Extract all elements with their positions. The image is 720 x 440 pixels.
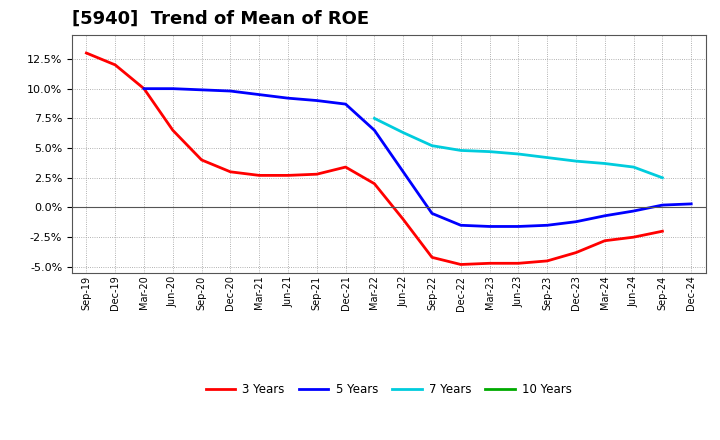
Line: 5 Years: 5 Years <box>144 89 691 227</box>
7 Years <box>572 158 580 164</box>
5 Years <box>600 213 609 218</box>
5 Years <box>370 128 379 133</box>
5 Years <box>284 95 292 101</box>
Line: 3 Years: 3 Years <box>86 53 662 264</box>
5 Years <box>687 201 696 206</box>
7 Years <box>485 149 494 154</box>
Line: 7 Years: 7 Years <box>374 118 662 178</box>
7 Years <box>658 175 667 180</box>
5 Years <box>543 223 552 228</box>
3 Years <box>514 260 523 266</box>
3 Years <box>226 169 235 175</box>
3 Years <box>543 258 552 264</box>
3 Years <box>111 62 120 67</box>
7 Years <box>514 151 523 157</box>
3 Years <box>197 157 206 162</box>
7 Years <box>370 116 379 121</box>
5 Years <box>428 211 436 216</box>
5 Years <box>226 88 235 94</box>
3 Years <box>82 51 91 56</box>
5 Years <box>312 98 321 103</box>
5 Years <box>168 86 177 92</box>
3 Years <box>600 238 609 243</box>
5 Years <box>399 169 408 175</box>
3 Years <box>572 250 580 255</box>
5 Years <box>456 223 465 228</box>
7 Years <box>399 130 408 135</box>
5 Years <box>140 86 148 92</box>
3 Years <box>399 216 408 222</box>
5 Years <box>255 92 264 97</box>
7 Years <box>629 165 638 170</box>
7 Years <box>600 161 609 166</box>
Text: [5940]  Trend of Mean of ROE: [5940] Trend of Mean of ROE <box>72 10 369 28</box>
5 Years <box>341 102 350 107</box>
5 Years <box>197 87 206 92</box>
5 Years <box>514 224 523 229</box>
5 Years <box>572 219 580 224</box>
3 Years <box>456 262 465 267</box>
3 Years <box>485 260 494 266</box>
7 Years <box>428 143 436 148</box>
3 Years <box>284 173 292 178</box>
3 Years <box>428 255 436 260</box>
3 Years <box>341 165 350 170</box>
3 Years <box>312 172 321 177</box>
3 Years <box>658 229 667 234</box>
5 Years <box>629 209 638 214</box>
3 Years <box>370 181 379 187</box>
5 Years <box>485 224 494 229</box>
3 Years <box>168 128 177 133</box>
3 Years <box>140 86 148 92</box>
5 Years <box>658 202 667 208</box>
7 Years <box>456 148 465 153</box>
3 Years <box>629 235 638 240</box>
7 Years <box>543 155 552 160</box>
Legend: 3 Years, 5 Years, 7 Years, 10 Years: 3 Years, 5 Years, 7 Years, 10 Years <box>201 378 577 401</box>
3 Years <box>255 173 264 178</box>
